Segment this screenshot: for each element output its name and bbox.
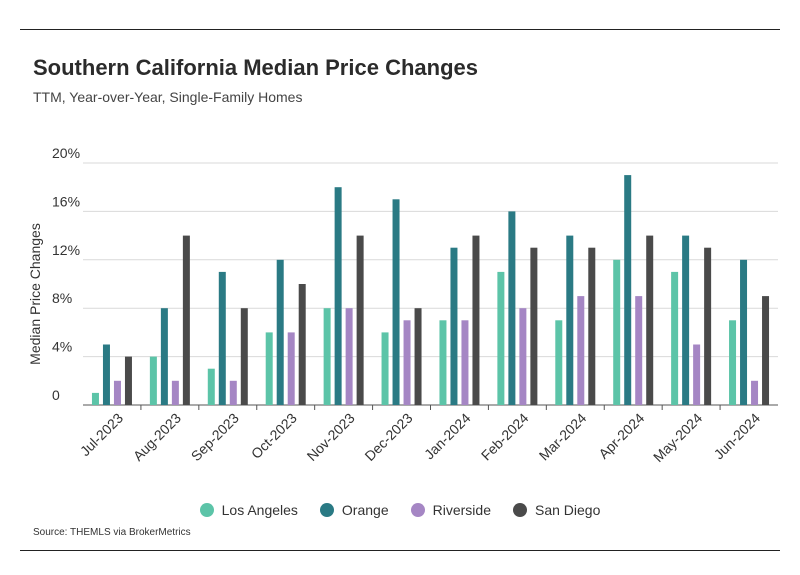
legend-item: San Diego	[512, 502, 601, 518]
x-tick-label: May-2024	[650, 410, 705, 465]
bar-riverside	[229, 380, 237, 405]
bar-riverside	[287, 332, 295, 405]
bar-san-diego	[298, 284, 306, 405]
bar-orange	[218, 271, 226, 405]
bar-orange	[682, 235, 690, 405]
legend-item: Riverside	[410, 502, 491, 518]
bar-riverside	[171, 380, 179, 405]
legend-label: Los Angeles	[221, 502, 298, 518]
bar-riverside	[693, 344, 701, 405]
x-tick-label: Jun-2024	[711, 410, 764, 463]
legend-swatch	[199, 503, 214, 517]
x-tick-label: Jul-2023	[77, 410, 126, 459]
bar-san-diego	[356, 235, 364, 405]
bar-san-diego	[762, 296, 770, 405]
bar-orange	[740, 259, 748, 405]
y-axis-label: Median Price Changes	[27, 223, 43, 365]
bar-san-diego	[124, 356, 132, 405]
bar-san-diego	[414, 308, 422, 405]
bar-san-diego	[646, 235, 654, 405]
chart-subtitle: TTM, Year-over-Year, Single-Family Homes	[33, 89, 303, 105]
y-tick-label: 16%	[52, 193, 80, 209]
bar-riverside	[635, 296, 643, 405]
bar-riverside	[519, 308, 527, 405]
bar-riverside	[461, 320, 469, 405]
bar-orange	[450, 247, 458, 405]
bar-riverside	[345, 308, 353, 405]
bar-los-angeles	[381, 332, 389, 405]
legend-label: Orange	[341, 502, 389, 518]
bar-los-angeles	[613, 259, 621, 405]
chart-frame	[20, 29, 780, 551]
bar-riverside	[751, 380, 759, 405]
x-tick-label: Nov-2023	[304, 410, 358, 464]
bar-los-angeles	[323, 308, 331, 405]
x-tick-label: Mar-2024	[536, 410, 590, 464]
bar-orange	[334, 187, 342, 405]
bar-orange	[276, 259, 284, 405]
legend-swatch	[319, 503, 334, 517]
bar-orange	[508, 211, 516, 405]
y-tick-label: 4%	[52, 339, 72, 355]
bar-san-diego	[240, 308, 248, 405]
bar-san-diego	[472, 235, 480, 405]
bar-los-angeles	[671, 271, 679, 405]
legend-item: Orange	[319, 502, 389, 518]
chart-title: Southern California Median Price Changes	[33, 55, 478, 80]
bar-orange	[160, 308, 168, 405]
bar-los-angeles	[149, 356, 157, 405]
legend-label: Riverside	[432, 502, 491, 518]
bar-orange	[624, 175, 632, 405]
bar-riverside	[403, 320, 411, 405]
y-tick-label: 20%	[52, 145, 80, 161]
bar-orange	[102, 344, 110, 405]
legend-label: San Diego	[534, 502, 601, 518]
x-tick-label: Dec-2023	[361, 410, 415, 464]
bar-los-angeles	[555, 320, 563, 405]
bar-san-diego	[182, 235, 190, 405]
bar-san-diego	[530, 247, 538, 405]
bar-riverside	[577, 296, 585, 405]
bar-san-diego	[704, 247, 712, 405]
y-tick-label: 0	[52, 387, 60, 403]
source-note: Source: THEMLS via BrokerMetrics	[33, 527, 191, 538]
bar-riverside	[113, 380, 121, 405]
x-tick-label: Sep-2023	[188, 410, 242, 464]
y-tick-label: 12%	[52, 242, 80, 258]
bar-los-angeles	[729, 320, 737, 405]
bar-orange	[566, 235, 574, 405]
x-tick-label: Jan-2024	[421, 410, 474, 463]
x-tick-label: Feb-2024	[478, 410, 532, 464]
bar-los-angeles	[439, 320, 447, 405]
legend-swatch	[512, 503, 527, 517]
legend-item: Los Angeles	[199, 502, 298, 518]
bar-los-angeles	[265, 332, 273, 405]
x-tick-label: Aug-2023	[130, 410, 184, 464]
x-tick-label: Apr-2024	[595, 410, 647, 462]
bar-los-angeles	[207, 368, 215, 405]
legend-swatch	[410, 503, 425, 517]
bar-los-angeles	[497, 271, 505, 405]
chart-legend: Los Angeles Orange Riverside San Diego	[0, 502, 800, 518]
y-tick-label: 8%	[52, 290, 72, 306]
bar-los-angeles	[91, 392, 99, 405]
x-tick-label: Oct-2023	[248, 410, 300, 462]
bar-san-diego	[588, 247, 596, 405]
bar-orange	[392, 199, 400, 405]
